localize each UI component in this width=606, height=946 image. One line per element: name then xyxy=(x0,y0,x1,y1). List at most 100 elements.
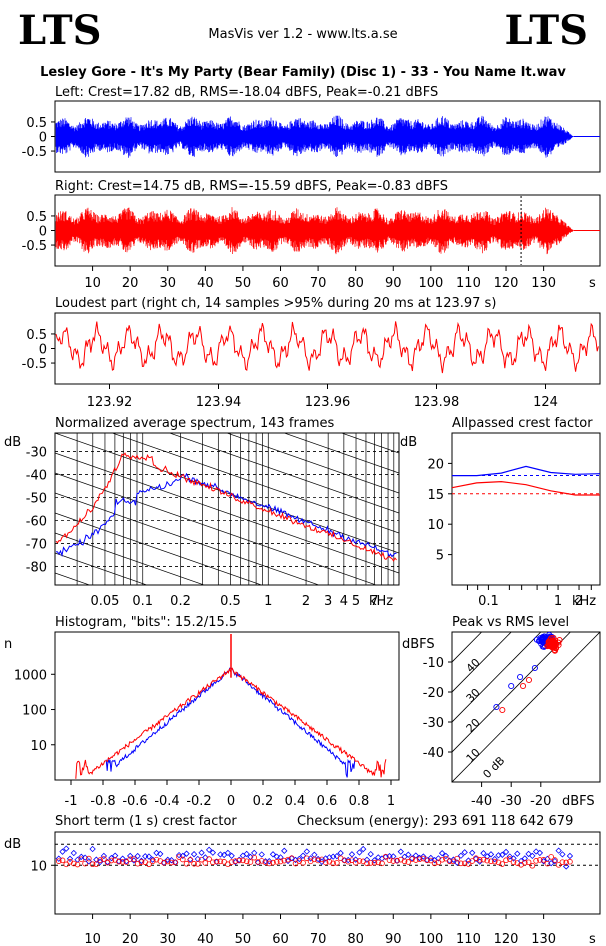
spectrum-frame xyxy=(54,432,400,586)
shortcrest-point-right xyxy=(458,860,464,867)
peakrms-point-left xyxy=(508,682,515,690)
shortcrest-point-right xyxy=(172,859,179,866)
spectrum-xtick-label: 0.1 xyxy=(132,594,153,609)
shortcrest-point-right xyxy=(89,861,96,868)
shortcrest-point-left xyxy=(93,856,100,863)
left-ytick-label: 0 xyxy=(39,131,47,146)
shortcrest-point-right xyxy=(469,858,476,864)
shortcrest-point-right xyxy=(503,857,509,864)
shortcrest-point-right xyxy=(544,860,551,867)
shortcrest-point-left xyxy=(529,852,536,860)
peakrms-ytick-label: -10 xyxy=(423,656,444,671)
shortcrest-point-left xyxy=(247,853,254,861)
shortcrest-point-right xyxy=(439,856,445,863)
shortcrest-point-right xyxy=(567,858,573,865)
right-xtick-label: 10 xyxy=(84,276,101,291)
shortcrest-point-left xyxy=(202,854,209,861)
peakrms-diag xyxy=(452,632,571,753)
spectrum-slope xyxy=(225,433,399,494)
peakrms-diag xyxy=(452,632,542,723)
shortcrest-xtick-label: 40 xyxy=(197,932,214,946)
shortcrest-point-left xyxy=(514,850,521,857)
peakrms-point-right xyxy=(552,640,559,647)
shortcrest-point-left xyxy=(352,856,359,863)
shortcrest-point-right xyxy=(119,859,126,865)
shortcrest-point-left xyxy=(63,845,70,852)
shortcrest-point-right xyxy=(431,860,438,867)
shortcrest-point-right xyxy=(510,859,517,865)
shortcrest-xtick-label: 50 xyxy=(235,932,252,946)
right-xtick-label: 100 xyxy=(418,276,443,291)
shortcrest-point-right xyxy=(255,859,261,865)
shortcrest-point-right xyxy=(364,860,370,867)
shortcrest-point-right xyxy=(506,856,513,862)
peakrms-point-right xyxy=(546,641,553,648)
spectrum-slope xyxy=(55,472,378,585)
peakrms-diag-label: 30 xyxy=(464,686,483,705)
spectrum-xtick-label: 1 xyxy=(264,594,272,609)
right-xtick-label: 30 xyxy=(159,276,176,291)
shortcrest-point-left xyxy=(266,858,273,865)
shortcrest-point-right xyxy=(495,859,502,866)
shortcrest-title: Short term (1 s) crest factor xyxy=(55,814,237,829)
shortcrest-point-left xyxy=(190,851,198,858)
shortcrest-point-left xyxy=(164,856,171,863)
shortcrest-xtick-label: 60 xyxy=(272,932,289,946)
peakrms-point-left xyxy=(536,637,543,644)
shortcrest-point-right xyxy=(210,859,216,866)
shortcrest-point-left xyxy=(420,853,427,860)
shortcrest-point-left xyxy=(438,850,446,857)
histogram-xtick-label: -0.6 xyxy=(122,794,147,809)
shortcrest-point-left xyxy=(318,858,326,865)
shortcrest-point-right xyxy=(108,857,115,864)
histogram-left-curve xyxy=(105,667,356,778)
shortcrest-point-right xyxy=(480,856,487,863)
allpass-ytick-label: 20 xyxy=(427,457,444,472)
shortcrest-point-left xyxy=(142,853,149,860)
shortcrest-point-left xyxy=(427,854,435,862)
shortcrest-point-left xyxy=(100,852,108,860)
allpass-xunit: kHz xyxy=(572,594,596,609)
shortcrest-xtick-label: 90 xyxy=(385,932,402,946)
shortcrest-point-right xyxy=(179,856,186,863)
histogram-xtick-label: 0.4 xyxy=(285,794,306,809)
shortcrest-point-right xyxy=(304,855,310,862)
spectrum-right-curve xyxy=(55,452,397,562)
peakrms-diag-label: 0 dB xyxy=(480,754,507,781)
histogram-xtick-label: -0.2 xyxy=(186,794,211,809)
spectrum-diagonals xyxy=(55,433,399,585)
shortcrest-point-right xyxy=(454,855,460,862)
shortcrest-point-left xyxy=(66,855,74,862)
shortcrest-point-right xyxy=(491,858,498,865)
shortcrest-point-left xyxy=(74,856,81,863)
shortcrest-point-right xyxy=(397,856,404,863)
shortcrest-point-right xyxy=(202,860,209,866)
shortcrest-point-right xyxy=(461,860,468,867)
shortcrest-point-left xyxy=(217,851,224,858)
shortcrest-point-right xyxy=(341,857,348,864)
shortcrest-point-right xyxy=(198,856,205,863)
shortcrest-point-left xyxy=(499,851,506,858)
peakrms-xunit: dBFS xyxy=(562,794,595,809)
right-xtick-label: 110 xyxy=(456,276,481,291)
spectrum-slope xyxy=(340,433,399,454)
shortcrest-point-left xyxy=(390,853,397,860)
shortcrest-point-left xyxy=(149,856,156,863)
shortcrest-point-left xyxy=(401,853,408,860)
loudest-xtick-label: 123.96 xyxy=(305,395,351,410)
loudest-ytick-label: -0.5 xyxy=(22,357,47,372)
left-ytick-label: -0.5 xyxy=(22,145,47,160)
shortcrest-point-left xyxy=(228,852,235,859)
shortcrest-point-right xyxy=(191,861,197,867)
left-ytick-label: 0.5 xyxy=(26,116,47,131)
right-xtick-label: 70 xyxy=(310,276,327,291)
shortcrest-xunit: s xyxy=(589,932,596,946)
shortcrest-point-right xyxy=(529,862,536,869)
shortcrest-point-left xyxy=(412,852,419,859)
peakrms-point-right xyxy=(519,682,527,690)
shortcrest-xtick-label: 80 xyxy=(347,932,364,946)
shortcrest-point-left xyxy=(89,845,96,853)
shortcrest-point-right xyxy=(217,858,224,865)
shortcrest-point-right xyxy=(394,857,400,864)
shortcrest-point-left xyxy=(559,851,566,858)
